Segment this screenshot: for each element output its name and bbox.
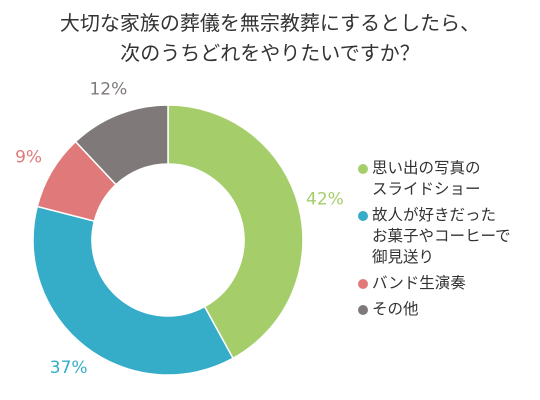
legend-marker-2 [358, 279, 368, 289]
legend-item-3: その他 [358, 299, 536, 320]
percent-label-2: 9% [15, 148, 42, 168]
legend-marker-3 [358, 305, 368, 315]
title-line-1: 大切な家族の葬儀を無宗教葬にするとしたら、 [59, 11, 481, 35]
percent-label-0: 42% [306, 190, 344, 210]
slice-0 [167, 104, 304, 360]
chart-title: 大切な家族の葬儀を無宗教葬にするとしたら、 次のうちどれをやりたいですか？ [0, 8, 540, 68]
legend-label-2: バンド生演奏 [372, 274, 466, 292]
title-line-2: 次のうちどれをやりたいですか？ [120, 41, 420, 65]
chart-legend: 思い出の写真の スライドショー故人が好きだった お菓子やコーヒーで 御見送りバン… [358, 158, 536, 325]
legend-item-1: 故人が好きだった お菓子やコーヒーで 御見送り [358, 205, 536, 268]
donut-slices [32, 104, 304, 376]
percent-label-1: 37% [50, 358, 88, 378]
percent-label-3: 12% [89, 79, 127, 99]
percent-labels: 42% 37% 9% 12% [15, 79, 344, 378]
legend-item-0: 思い出の写真の スライドショー [358, 158, 536, 200]
slice-1 [32, 205, 235, 376]
legend-marker-0 [358, 164, 368, 174]
slice-3 [74, 104, 169, 186]
legend-item-2: バンド生演奏 [358, 273, 536, 294]
legend-label-0: 思い出の写真の スライドショー [372, 159, 481, 198]
legend-label-3: その他 [372, 300, 419, 318]
legend-label-1: 故人が好きだった お菓子やコーヒーで 御見送り [372, 206, 511, 266]
legend-marker-1 [358, 211, 368, 221]
